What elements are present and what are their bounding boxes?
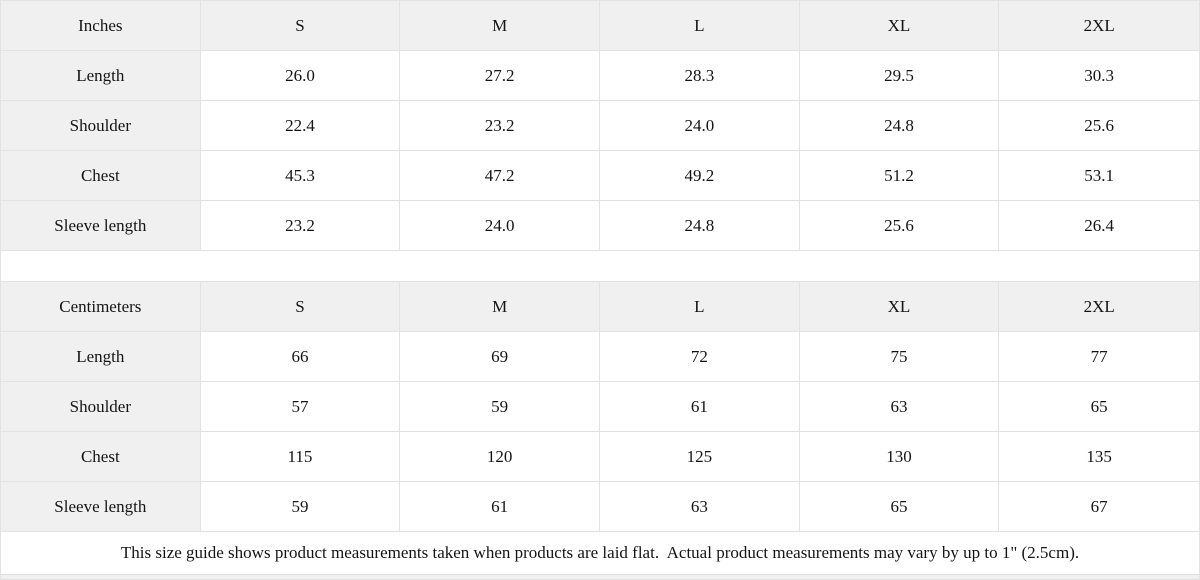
value-cell: 24.8 — [799, 101, 1000, 151]
value-cell: 59 — [200, 482, 401, 532]
row-label-cell: Length — [1, 332, 201, 382]
size-header-cell: M — [400, 1, 600, 51]
value-cell: 29.5 — [799, 51, 1000, 101]
size-header-cell: XL — [799, 1, 1000, 51]
value-cell: 28.3 — [600, 51, 800, 101]
value-cell: 30.3 — [999, 51, 1199, 101]
size-header-cell: S — [200, 282, 401, 332]
unit-header-cell: Centimeters — [1, 282, 201, 332]
value-cell: 51.2 — [799, 151, 1000, 201]
unit-header-cell: Inches — [1, 1, 201, 51]
centimeters-table: Centimeters S M L XL 2XL Length 66 69 72 75 77 Shoul… — [1, 281, 1199, 532]
size-header-cell: L — [600, 1, 800, 51]
row-label-cell: Shoulder — [1, 101, 201, 151]
value-cell: 24.0 — [600, 101, 800, 151]
value-cell: 26.4 — [999, 201, 1199, 251]
value-cell: 23.2 — [400, 101, 600, 151]
value-cell: 57 — [200, 382, 401, 432]
size-header-cell: 2XL — [999, 1, 1199, 51]
row-label-cell: Length — [1, 51, 201, 101]
value-cell: 24.8 — [600, 201, 800, 251]
value-cell: 135 — [999, 432, 1199, 482]
value-cell: 25.6 — [999, 101, 1199, 151]
row-label-cell: Shoulder — [1, 382, 201, 432]
value-cell: 120 — [400, 432, 600, 482]
value-cell: 53.1 — [999, 151, 1199, 201]
value-cell: 77 — [999, 332, 1199, 382]
value-cell: 69 — [400, 332, 600, 382]
value-cell: 130 — [799, 432, 1000, 482]
section-spacer — [1, 251, 1199, 281]
value-cell: 72 — [600, 332, 800, 382]
value-cell: 66 — [200, 332, 401, 382]
value-cell: 27.2 — [400, 51, 600, 101]
row-label-cell: Sleeve length — [1, 482, 201, 532]
value-cell: 65 — [999, 382, 1199, 432]
value-cell: 22.4 — [200, 101, 401, 151]
value-cell: 61 — [400, 482, 600, 532]
size-header-cell: L — [600, 282, 800, 332]
value-cell: 65 — [799, 482, 1000, 532]
value-cell: 125 — [600, 432, 800, 482]
size-header-cell: M — [400, 282, 600, 332]
size-guide-note: This size guide shows product measuremen… — [1, 532, 1199, 575]
row-label-cell: Chest — [1, 151, 201, 201]
size-header-cell: XL — [799, 282, 1000, 332]
inches-table: Inches S M L XL 2XL Length 26.0 27.2 28.3 29.5 30.3… — [1, 1, 1199, 251]
value-cell: 26.0 — [200, 51, 401, 101]
row-label-cell: Chest — [1, 432, 201, 482]
bottom-divider — [1, 575, 1199, 579]
value-cell: 63 — [799, 382, 1000, 432]
size-header-cell: 2XL — [999, 282, 1199, 332]
value-cell: 63 — [600, 482, 800, 532]
value-cell: 67 — [999, 482, 1199, 532]
value-cell: 47.2 — [400, 151, 600, 201]
value-cell: 23.2 — [200, 201, 401, 251]
value-cell: 61 — [600, 382, 800, 432]
size-header-cell: S — [200, 1, 401, 51]
value-cell: 59 — [400, 382, 600, 432]
value-cell: 45.3 — [200, 151, 401, 201]
value-cell: 115 — [200, 432, 401, 482]
value-cell: 25.6 — [799, 201, 1000, 251]
value-cell: 75 — [799, 332, 1000, 382]
row-label-cell: Sleeve length — [1, 201, 201, 251]
value-cell: 49.2 — [600, 151, 800, 201]
value-cell: 24.0 — [400, 201, 600, 251]
